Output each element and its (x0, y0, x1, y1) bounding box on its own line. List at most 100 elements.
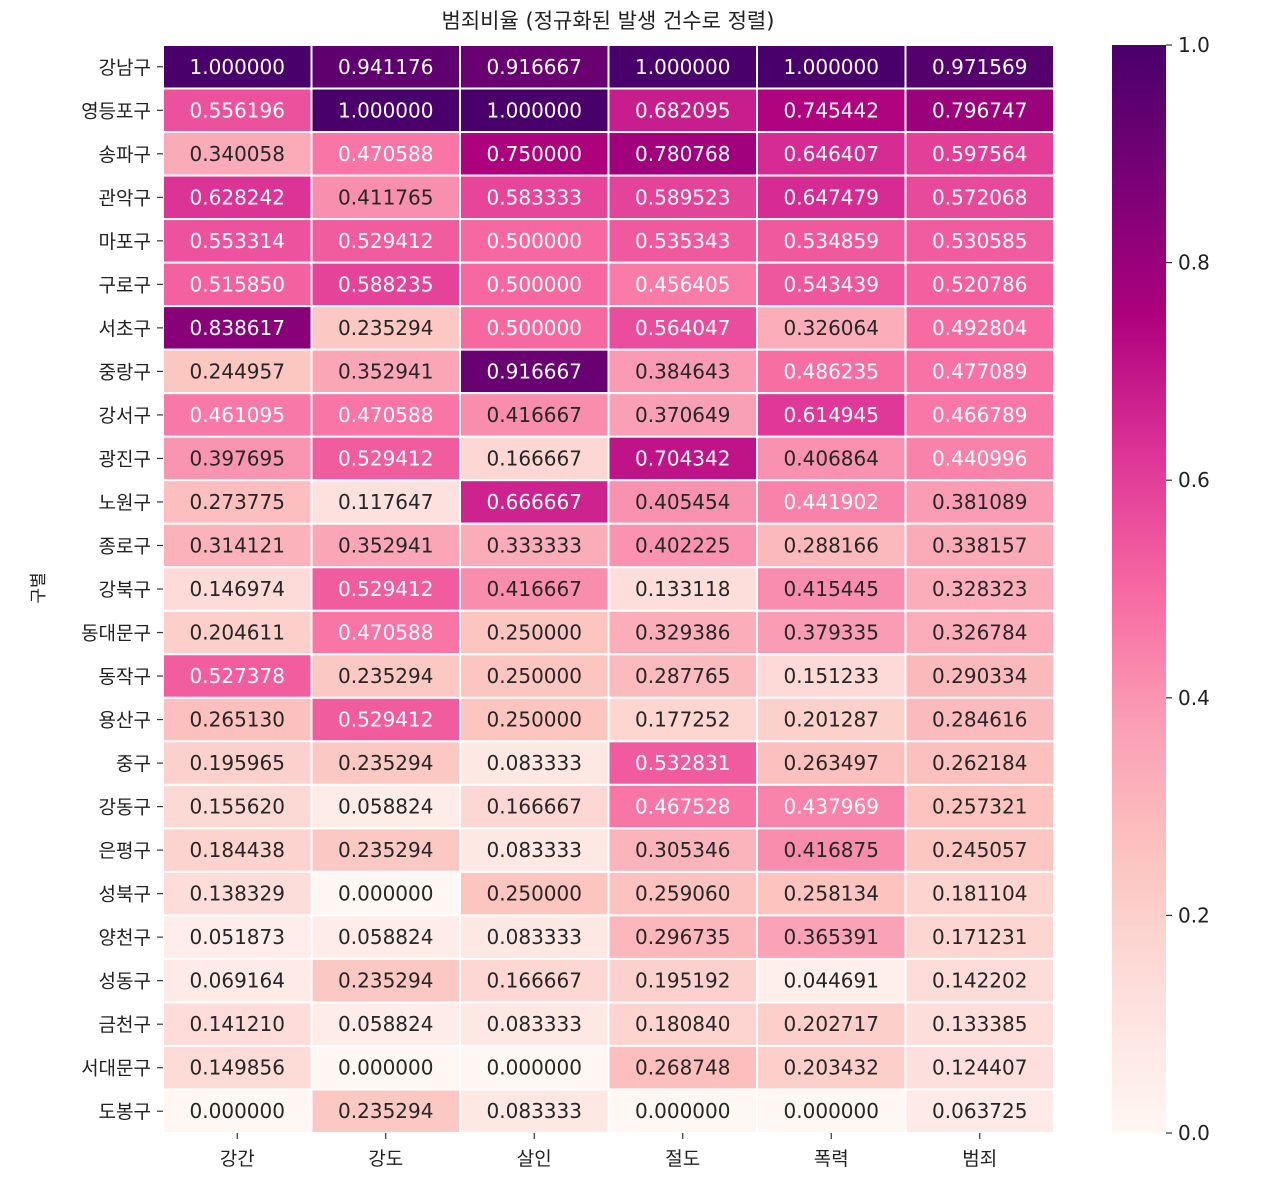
cell-value-label: 0.456405 (635, 272, 730, 296)
heatmap-cell (310, 914, 461, 960)
heatmap-cell (162, 783, 313, 830)
heatmap-cell (459, 914, 610, 960)
heatmap-cell (162, 696, 313, 743)
heatmap-cell (310, 44, 461, 90)
cell-value-label: 0.916667 (487, 55, 582, 79)
cell-value-label: 1.000000 (635, 55, 730, 79)
cell-value-label: 0.352941 (338, 533, 433, 557)
heatmap-cell (459, 609, 610, 656)
cell-value-label: 0.467528 (635, 795, 730, 819)
cell-value-label: 0.352941 (338, 359, 433, 383)
chart-title: 범죄비율 (정규화된 발생 건수로 정렬) (442, 9, 775, 33)
cell-value-label: 1.000000 (487, 98, 582, 122)
cell-value-label: 0.572068 (932, 185, 1027, 209)
cell-value-label: 0.195965 (190, 751, 285, 775)
heatmap-cell (310, 740, 461, 786)
cell-value-label: 0.305346 (635, 838, 730, 862)
cell-value-label: 0.529412 (338, 446, 433, 470)
heatmap-cell (756, 870, 907, 917)
x-tick-label: 폭력 (814, 1148, 849, 1170)
cell-value-label: 0.340058 (190, 142, 285, 166)
cell-value-label: 0.492804 (932, 316, 1027, 340)
cell-value-label: 0.589523 (635, 185, 730, 209)
cell-value-label: 0.235294 (338, 1099, 433, 1123)
cell-value-label: 0.415445 (784, 577, 879, 601)
cell-value-label: 0.520786 (932, 272, 1027, 296)
heatmap-cell (756, 1088, 907, 1134)
y-tick-label: 종로구 (99, 535, 151, 557)
heatmap-cell (310, 131, 461, 177)
cell-value-label: 0.000000 (190, 1099, 285, 1123)
cell-value-label: 0.171231 (932, 925, 1027, 949)
heatmap-cell (904, 348, 1055, 395)
heatmap-cell (756, 1044, 907, 1091)
heatmap-cells (162, 44, 1055, 1134)
cell-value-label: 0.328323 (932, 577, 1027, 601)
cell-value-label: 0.780768 (635, 142, 730, 166)
heatmap-cell (459, 566, 610, 612)
cell-value-label: 0.397695 (190, 446, 285, 470)
cell-value-label: 0.166667 (487, 446, 582, 470)
cell-value-label: 0.461095 (190, 403, 285, 427)
heatmap-cell (607, 131, 758, 177)
heatmap-cell (607, 1088, 758, 1134)
heatmap-cell (162, 653, 313, 699)
x-tick-label: 강도 (368, 1148, 403, 1170)
y-tick-label: 성북구 (99, 884, 151, 906)
cell-value-label: 0.564047 (635, 316, 730, 340)
cell-value-label: 0.133385 (932, 1012, 1027, 1036)
cell-value-label: 0.515850 (190, 272, 285, 296)
heatmap-cell (756, 174, 907, 221)
y-tick-label: 서대문구 (81, 1058, 151, 1080)
cell-value-label: 0.326784 (932, 621, 1027, 645)
cell-value-label: 0.142202 (932, 969, 1027, 993)
cell-value-label: 0.527378 (190, 664, 285, 688)
heatmap-cell (310, 827, 461, 873)
cell-value-label: 0.597564 (932, 142, 1027, 166)
cell-value-label: 1.000000 (338, 98, 433, 122)
cell-value-label: 0.268748 (635, 1056, 730, 1080)
heatmap-cell (310, 870, 461, 917)
cell-value-label: 0.287765 (635, 664, 730, 688)
heatmap-cell (459, 522, 610, 569)
cell-value-label: 0.181104 (932, 882, 1027, 906)
y-tick-label: 양천구 (99, 927, 151, 949)
cell-value-labels: 1.000000 0.941176 0.916667 1.000000 1.000000… (190, 55, 1028, 1123)
cell-value-label: 0.486235 (784, 359, 879, 383)
cell-value-label: 0.470588 (338, 403, 433, 427)
y-tick-label: 동대문구 (81, 623, 151, 645)
y-axis-ticks: 강남구영등포구송파구관악구마포구구로구서초구중랑구강서구광진구노원구종로구강북구… (81, 57, 163, 1123)
heatmap-cell (607, 479, 758, 525)
cell-value-label: 0.745442 (784, 98, 879, 122)
heatmap-cell (162, 566, 313, 612)
cell-value-label: 0.051873 (190, 925, 285, 949)
cell-value-label: 0.235294 (338, 751, 433, 775)
cell-value-label: 0.000000 (338, 1056, 433, 1080)
heatmap-cell (607, 348, 758, 395)
cell-value-label: 0.971569 (932, 55, 1027, 79)
heatmap-cell (162, 392, 313, 438)
cell-value-label: 0.250000 (487, 708, 582, 732)
y-tick-label: 강서구 (99, 405, 151, 427)
cell-value-label: 0.529412 (338, 229, 433, 253)
cell-value-label: 0.000000 (338, 882, 433, 906)
cell-value-label: 0.146974 (190, 577, 285, 601)
cell-value-label: 0.203432 (784, 1056, 879, 1080)
colorbar-ticks: 0.0 0.2 0.4 0.6 0.8 1.0 (1166, 33, 1210, 1145)
cell-value-label: 0.437969 (784, 795, 879, 819)
colorbar (1112, 45, 1166, 1133)
heatmap-cell (310, 435, 461, 482)
cell-value-label: 0.326064 (784, 316, 879, 340)
cell-value-label: 0.195192 (635, 969, 730, 993)
y-tick-label: 강북구 (99, 579, 151, 601)
heatmap-cell (310, 392, 461, 438)
cell-value-label: 0.646407 (784, 142, 879, 166)
cell-value-label: 0.083333 (487, 751, 582, 775)
heatmap-cell (904, 783, 1055, 830)
cell-value-label: 0.384643 (635, 359, 730, 383)
heatmap-cell (904, 914, 1055, 960)
cell-value-label: 0.151233 (784, 664, 879, 688)
heatmap-cell (607, 827, 758, 873)
cell-value-label: 0.466789 (932, 403, 1027, 427)
colorbar-tick-label: 0.4 (1178, 686, 1210, 710)
